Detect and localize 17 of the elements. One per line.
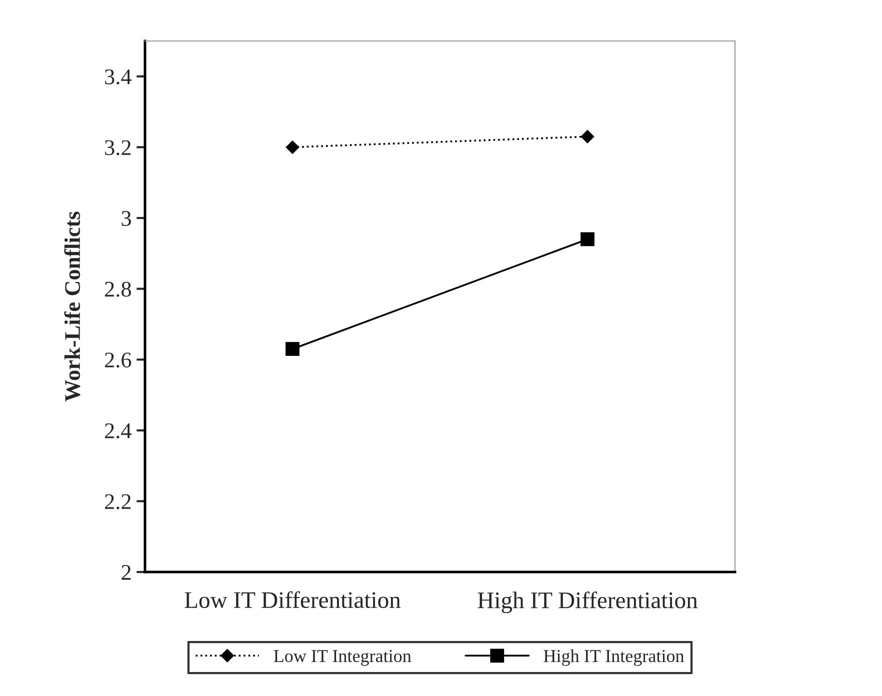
legend-label: High IT Integration — [544, 649, 684, 666]
x-tick-label: High IT Differentiation — [478, 591, 698, 614]
x-tick-label: Low IT Differentiation — [184, 591, 401, 608]
y-tick-label: 3.2 — [105, 140, 131, 156]
y-tick-label: 3 — [122, 210, 131, 226]
point — [286, 140, 300, 154]
y-tick-label: 2.4 — [105, 423, 132, 438]
legend-label: Low IT Integration — [274, 650, 412, 666]
y-tick-label: 2 — [122, 564, 131, 580]
y-tick-label: 2.8 — [105, 282, 131, 297]
point — [580, 232, 594, 246]
y-tick-label: 2.2 — [105, 494, 131, 510]
y-tick-label: 3.4 — [105, 69, 132, 84]
y-axis-title: Work-Life Conflicts — [64, 212, 80, 402]
point — [286, 342, 300, 356]
point — [580, 130, 594, 144]
y-tick-label: 2.6 — [105, 352, 132, 368]
